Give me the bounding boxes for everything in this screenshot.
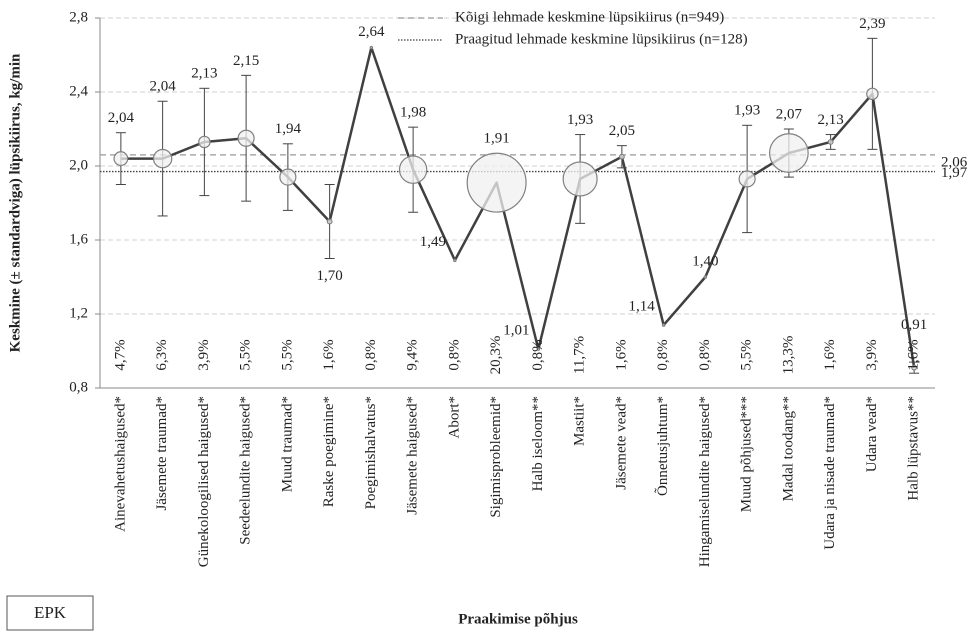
- share-label: 13,3%: [780, 336, 796, 375]
- value-label: 0,91: [901, 317, 927, 333]
- share-bubble: [618, 153, 625, 160]
- value-label: 1,70: [317, 268, 343, 284]
- share-bubble: [369, 45, 374, 50]
- y-tick-label: 1,2: [69, 305, 88, 321]
- share-label: 1,6%: [613, 339, 629, 370]
- reference-label: 1,97: [941, 165, 968, 181]
- share-label: 0,8%: [446, 339, 462, 370]
- x-tick-label: Halb lüpstavus**: [906, 396, 922, 501]
- x-tick-label: Muud traumad*: [279, 396, 295, 492]
- x-tick-label: Mastiit*: [572, 396, 588, 446]
- data-line: [120, 46, 916, 368]
- value-label: 1,93: [567, 112, 593, 128]
- share-bubble: [326, 218, 333, 225]
- share-label: 9,4%: [405, 339, 421, 370]
- value-label: 2,13: [818, 112, 844, 128]
- x-tick-label: Poegimishalvatus*: [363, 396, 379, 509]
- badge-box: [6, 595, 94, 631]
- x-tick-label: Madal toodang**: [780, 396, 796, 501]
- value-label: 1,01: [503, 323, 529, 339]
- value-label: 2,15: [233, 53, 259, 69]
- share-label: 5,5%: [739, 339, 755, 370]
- x-tick-label: Jäsemete traumad*: [154, 396, 170, 511]
- x-tick-label: Ainevahetushaigused*: [112, 396, 128, 532]
- value-label: 2,04: [150, 79, 177, 95]
- y-tick-label: 1,6: [69, 231, 88, 247]
- value-label: 1,93: [734, 103, 760, 119]
- share-bubble: [703, 275, 708, 279]
- share-bubble: [279, 168, 297, 186]
- value-label: 1,91: [484, 131, 510, 147]
- share-label: 11,7%: [572, 336, 588, 374]
- x-tick-label: Abort*: [446, 396, 462, 439]
- share-label: 1,6%: [321, 339, 337, 370]
- x-tick-label: Õnnetusjuhtum*: [654, 396, 671, 496]
- x-tick-label: Halb iseloom**: [530, 396, 546, 491]
- share-label: 0,8%: [655, 339, 671, 370]
- y-tick-label: 0,8: [69, 379, 88, 395]
- legend-label: Kõigi lehmade keskmine lüpsikiirus (n=94…: [455, 9, 724, 25]
- share-label: 5,5%: [238, 339, 254, 370]
- value-label: 1,98: [400, 105, 426, 121]
- share-bubble: [152, 148, 173, 169]
- y-axis-title: Keskmine (± standardviga) lüpsikiirus, k…: [7, 53, 23, 352]
- share-bubble: [453, 258, 457, 263]
- value-label: 1,49: [420, 234, 446, 250]
- x-tick-label: Jäsemete haigused*: [405, 396, 421, 515]
- share-label: 1,6%: [906, 339, 922, 370]
- share-bubble: [466, 152, 527, 213]
- value-label: 2,07: [776, 106, 803, 122]
- x-tick-label: Udara vead*: [864, 396, 880, 472]
- share-label: 20,3%: [488, 336, 504, 375]
- x-tick-label: Günekoloogilised haigused*: [196, 396, 212, 567]
- value-label: 1,94: [275, 121, 302, 137]
- share-bubble: [866, 87, 879, 101]
- share-label: 3,9%: [864, 339, 880, 370]
- y-tick-label: 2,0: [69, 157, 88, 173]
- badge: EPK: [34, 603, 67, 622]
- value-label: 2,13: [191, 66, 217, 82]
- value-label: 1,40: [692, 253, 718, 269]
- share-label: 4,7%: [112, 339, 128, 370]
- share-bubble: [113, 151, 129, 167]
- x-tick-label: Sigimisprobleemid*: [488, 396, 504, 518]
- x-tick-label: Seedeelundite haigused*: [238, 396, 254, 545]
- x-tick-label: Udara ja nisade traumad*: [822, 396, 838, 550]
- value-label: 1,14: [629, 299, 656, 315]
- value-label: 2,39: [859, 16, 885, 32]
- share-bubble: [738, 170, 756, 188]
- value-label: 2,05: [609, 123, 635, 139]
- share-label: 0,8%: [363, 339, 379, 370]
- share-bubble: [237, 129, 255, 147]
- reference-label: 2,06: [941, 154, 968, 170]
- share-bubble: [661, 323, 666, 327]
- x-tick-label: Muud põhjused***: [739, 396, 755, 512]
- x-axis-title: Praakimise põhjus: [458, 611, 578, 627]
- share-label: 1,6%: [822, 339, 838, 370]
- share-bubble: [827, 139, 834, 145]
- x-tick-label: Hingamiselundite haigused*: [697, 396, 713, 567]
- x-tick-label: Raske poegimine*: [321, 396, 337, 507]
- y-tick-label: 2,4: [69, 83, 88, 99]
- share-label: 3,9%: [196, 339, 212, 370]
- legend-label: Praagitud lehmade keskmine lüpsikiirus (…: [455, 31, 748, 47]
- share-bubble: [562, 161, 598, 197]
- y-tick-label: 2,8: [69, 9, 88, 25]
- share-label: 0,8%: [697, 339, 713, 370]
- x-tick-label: Jäsemete vead*: [613, 396, 629, 490]
- share-label: 6,3%: [154, 339, 170, 370]
- share-bubble: [911, 364, 918, 371]
- share-bubble: [768, 133, 809, 173]
- value-label: 2,04: [108, 110, 135, 126]
- share-label: 0,8%: [530, 339, 546, 370]
- share-bubble: [398, 155, 428, 184]
- share-label: 5,5%: [279, 339, 295, 370]
- share-bubble: [536, 347, 541, 351]
- share-bubble: [198, 135, 211, 149]
- value-label: 2,64: [358, 24, 385, 40]
